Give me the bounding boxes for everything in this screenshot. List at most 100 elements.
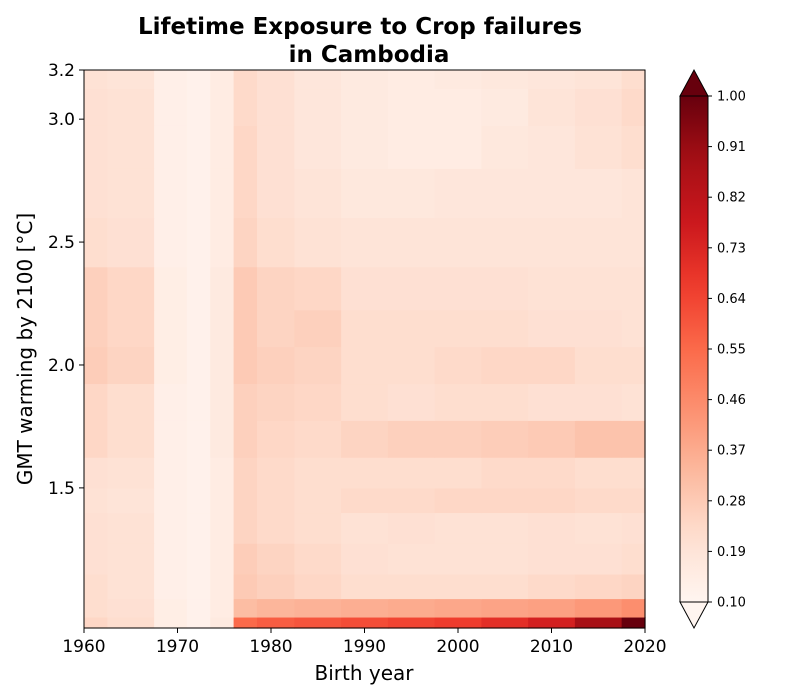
colorbar-gradient (680, 96, 708, 602)
heatmap-cell (621, 346, 646, 385)
heatmap-cell (256, 598, 295, 618)
heatmap-cell (574, 88, 623, 126)
heatmap-cell (528, 346, 576, 385)
heatmap-cell (621, 616, 646, 629)
heatmap-cell (294, 543, 342, 575)
heatmap-cell (107, 420, 155, 458)
heatmap-cell (621, 266, 646, 311)
heatmap-cell (210, 598, 235, 618)
heatmap-cell (621, 70, 646, 90)
heatmap-cell (574, 487, 623, 514)
heatmap-cell (186, 543, 211, 575)
heatmap-cell (434, 217, 482, 268)
heatmap-cell (574, 512, 623, 544)
heatmap-cell (528, 217, 576, 268)
colorbar-tick-label: 0.55 (717, 343, 746, 358)
colorbar-tick-label: 1.00 (717, 90, 746, 105)
heatmap-cell (387, 125, 436, 169)
heatmap-cell (107, 125, 155, 169)
heatmap-cell (621, 487, 646, 514)
heatmap-cell (186, 346, 211, 385)
heatmap-cell (210, 346, 235, 385)
heatmap-cell (154, 266, 188, 311)
heatmap-cell (621, 217, 646, 268)
heatmap-cell (387, 70, 436, 90)
heatmap-cell (434, 88, 482, 126)
heatmap-cell (341, 512, 389, 544)
heatmap-cell (434, 266, 482, 311)
heatmap-cell (233, 217, 258, 268)
heatmap-cell (481, 420, 529, 458)
heatmap-cell (294, 309, 342, 348)
heatmap-cell (621, 543, 646, 575)
heatmap-cell (341, 70, 389, 90)
heatmap-cell (434, 383, 482, 421)
heatmap-cell (574, 266, 623, 311)
heatmap-cell (233, 88, 258, 126)
heatmap-cell (107, 217, 155, 268)
heatmap-cell (434, 543, 482, 575)
heatmap-cell (528, 543, 576, 575)
heatmap-cell (154, 383, 188, 421)
colorbar-tick-label: 0.64 (717, 292, 746, 307)
heatmap-cell (621, 168, 646, 219)
colorbar-tick-label: 0.10 (717, 596, 746, 611)
heatmap-cell (621, 420, 646, 458)
heatmap-cell (186, 168, 211, 219)
heatmap-cell (186, 487, 211, 514)
heatmap-cell (154, 487, 188, 514)
heatmap-cell (294, 420, 342, 458)
heatmap-cell (574, 217, 623, 268)
heatmap-cell (210, 512, 235, 544)
heatmap-cell (154, 88, 188, 126)
heatmap-cell (434, 573, 482, 600)
heatmap-cell (528, 512, 576, 544)
heatmap-cell (574, 309, 623, 348)
heatmap-cell (84, 88, 108, 126)
heatmap-cell (387, 487, 436, 514)
heatmap-cell (341, 383, 389, 421)
colorbar-tick-label: 0.82 (717, 191, 746, 206)
heatmap-cell (154, 598, 188, 618)
heatmap-cell (107, 616, 155, 629)
heatmap-cell (256, 543, 295, 575)
heatmap-cell (107, 88, 155, 126)
heatmap-cell (107, 512, 155, 544)
heatmap-cell (481, 309, 529, 348)
heatmap-cell (387, 420, 436, 458)
heatmap-cell (186, 512, 211, 544)
x-tick-label: 2010 (530, 637, 573, 657)
heatmap-cell (107, 266, 155, 311)
heatmap-cell (341, 125, 389, 169)
heatmap-cell (621, 309, 646, 348)
heatmap-cell (186, 266, 211, 311)
heatmap-cell (481, 543, 529, 575)
heatmap-cell (256, 457, 295, 489)
heatmap-cell (233, 487, 258, 514)
heatmap-cell (574, 383, 623, 421)
heatmap-cell (84, 457, 108, 489)
heatmap-cell (434, 457, 482, 489)
colorbar-tick-label: 0.37 (717, 444, 746, 459)
heatmap-cell (434, 125, 482, 169)
heatmap-cell (84, 309, 108, 348)
heatmap-cell (210, 217, 235, 268)
heatmap-cell (233, 598, 258, 618)
heatmap-cell (84, 512, 108, 544)
y-tick-label: 2.5 (48, 233, 75, 253)
heatmap-cell (256, 512, 295, 544)
heatmap-cell (387, 168, 436, 219)
heatmap-cells (84, 70, 646, 629)
heatmap-cell (256, 346, 295, 385)
heatmap-cell (528, 168, 576, 219)
heatmap-cell (186, 217, 211, 268)
heatmap-cell (84, 217, 108, 268)
x-tick-label: 2000 (436, 637, 479, 657)
heatmap-cell (434, 346, 482, 385)
heatmap-cell (294, 573, 342, 600)
heatmap-cell (481, 487, 529, 514)
heatmap-cell (621, 125, 646, 169)
heatmap-cell (528, 573, 576, 600)
heatmap-cell (481, 70, 529, 90)
colorbar-tick-label: 0.46 (717, 393, 746, 408)
